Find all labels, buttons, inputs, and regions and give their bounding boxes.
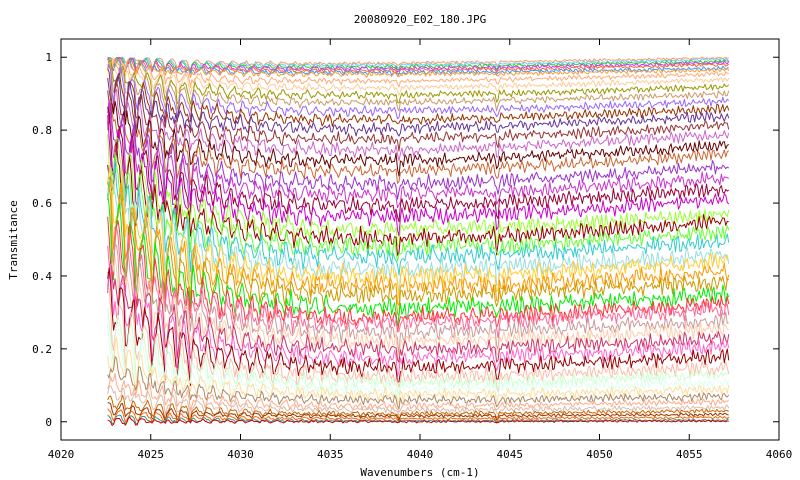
series-line <box>107 100 729 177</box>
series-line <box>107 81 730 152</box>
plot-frame <box>60 38 780 441</box>
x-tick-label: 4035 <box>317 448 344 461</box>
series-line <box>107 60 729 88</box>
series-line <box>107 394 729 422</box>
series-line <box>107 63 730 112</box>
series-line <box>107 59 730 105</box>
series-line <box>107 260 730 363</box>
series-line <box>107 56 729 73</box>
series-line <box>107 161 730 276</box>
y-axis-title: Transmitance <box>7 200 20 279</box>
series-line <box>107 402 729 422</box>
series-layer <box>107 56 730 426</box>
x-tick-label: 4050 <box>586 448 613 461</box>
series-line <box>107 101 730 201</box>
x-tick-label: 4025 <box>138 448 165 461</box>
x-tick-label: 4040 <box>407 448 434 461</box>
series-line <box>107 98 729 211</box>
series-line <box>107 244 729 356</box>
series-line <box>107 56 730 71</box>
series-line <box>107 74 730 137</box>
series-line <box>107 68 730 127</box>
x-axis-title: Wavenumbers (cm-1) <box>360 466 479 479</box>
y-tick-label: 0.6 <box>32 197 52 210</box>
series-line <box>107 166 730 296</box>
series-line <box>107 416 729 426</box>
series-line <box>107 88 730 162</box>
series-line <box>107 167 729 299</box>
series-line <box>107 385 730 418</box>
x-tick-label: 4060 <box>766 448 793 461</box>
x-tick-label: 4045 <box>497 448 524 461</box>
series-line <box>107 56 729 71</box>
series-line <box>107 100 730 186</box>
series-line <box>107 61 730 96</box>
x-tick-label: 4030 <box>227 448 254 461</box>
y-tick-label: 1 <box>45 51 52 64</box>
y-tick-label: 0.2 <box>32 343 52 356</box>
series-line <box>107 181 729 317</box>
series-line <box>107 106 730 223</box>
y-tick-label: 0 <box>45 416 52 429</box>
chart-title: 20080920_E02_180.JPG <box>354 13 486 26</box>
series-line <box>107 373 730 413</box>
series-line <box>107 356 730 410</box>
series-line <box>107 263 730 381</box>
x-tick-label: 4020 <box>48 448 75 461</box>
axis-layer: 4020 4025 4030 4035 4040 4045 4050 4055 4060 0 0.2… <box>32 39 792 461</box>
series-line <box>107 115 730 237</box>
y-tick-label: 0.4 <box>32 270 52 283</box>
series-line <box>107 57 730 75</box>
series-line <box>107 65 730 120</box>
series-line <box>107 58 730 79</box>
series-line <box>107 267 730 386</box>
series-line <box>107 177 730 306</box>
x-tick-label: 4055 <box>676 448 703 461</box>
y-tick-label: 0.8 <box>32 124 52 137</box>
series-line <box>107 408 730 423</box>
series-line <box>107 288 730 392</box>
series-line <box>107 307 729 396</box>
series-line <box>107 324 730 403</box>
